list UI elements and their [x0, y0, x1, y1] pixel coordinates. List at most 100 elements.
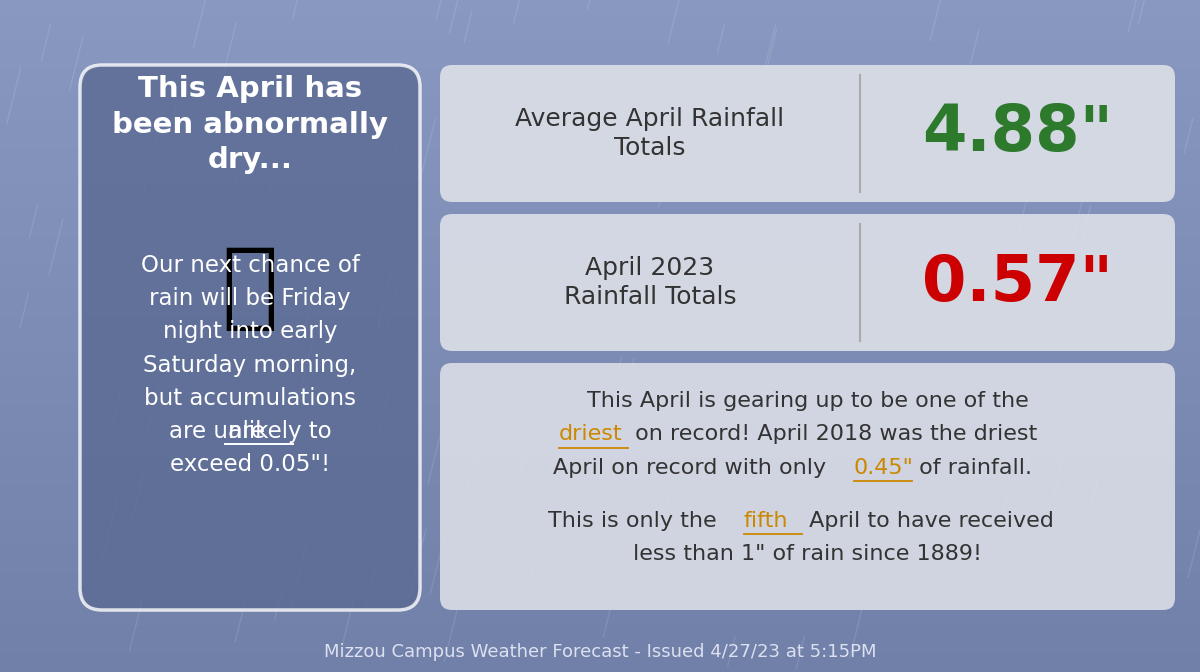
- Bar: [0, 148, 1200, 155]
- Bar: [0, 87, 1200, 94]
- Bar: [0, 423, 1200, 430]
- Text: are: are: [228, 420, 272, 443]
- Text: April on record with only: April on record with only: [553, 458, 834, 478]
- Bar: [0, 376, 1200, 383]
- Bar: [0, 255, 1200, 262]
- Bar: [0, 54, 1200, 60]
- Text: rain will be Friday: rain will be Friday: [149, 287, 350, 310]
- Text: exceed 0.05"!: exceed 0.05"!: [170, 454, 330, 476]
- Bar: [0, 497, 1200, 504]
- Text: 0.45": 0.45": [853, 458, 913, 478]
- Bar: [0, 544, 1200, 551]
- Bar: [0, 195, 1200, 202]
- Bar: [0, 302, 1200, 309]
- Bar: [0, 262, 1200, 269]
- Bar: [0, 235, 1200, 242]
- Bar: [0, 625, 1200, 632]
- Bar: [0, 356, 1200, 363]
- Bar: [0, 511, 1200, 517]
- Bar: [0, 108, 1200, 114]
- Bar: [0, 538, 1200, 544]
- Bar: [0, 114, 1200, 121]
- Bar: [0, 551, 1200, 558]
- FancyBboxPatch shape: [80, 65, 420, 610]
- Text: This is only the: This is only the: [547, 511, 724, 531]
- Text: April to have received: April to have received: [802, 511, 1054, 531]
- Bar: [0, 450, 1200, 457]
- Text: 4.88": 4.88": [922, 103, 1114, 165]
- Bar: [0, 188, 1200, 195]
- Bar: [0, 665, 1200, 672]
- Bar: [0, 228, 1200, 235]
- Text: Saturday morning,: Saturday morning,: [143, 353, 356, 377]
- Bar: [0, 410, 1200, 417]
- Text: This April has
been abnormally
dry...: This April has been abnormally dry...: [112, 75, 388, 175]
- Bar: [0, 155, 1200, 161]
- Bar: [0, 276, 1200, 282]
- Bar: [0, 329, 1200, 336]
- Bar: [0, 504, 1200, 511]
- Text: driest: driest: [559, 424, 623, 444]
- Text: less than 1" of rain since 1889!: less than 1" of rain since 1889!: [634, 544, 982, 564]
- Text: 🌂: 🌂: [222, 242, 278, 334]
- Bar: [0, 13, 1200, 20]
- Bar: [0, 134, 1200, 141]
- Bar: [0, 484, 1200, 491]
- Bar: [0, 161, 1200, 168]
- Bar: [0, 517, 1200, 524]
- Bar: [0, 396, 1200, 403]
- Bar: [0, 437, 1200, 444]
- Bar: [0, 638, 1200, 645]
- Bar: [0, 101, 1200, 108]
- Bar: [0, 208, 1200, 215]
- Bar: [0, 316, 1200, 323]
- Bar: [0, 242, 1200, 249]
- Bar: [0, 383, 1200, 390]
- Text: 0.57": 0.57": [922, 251, 1114, 314]
- Bar: [0, 524, 1200, 531]
- Bar: [0, 81, 1200, 87]
- Bar: [0, 363, 1200, 370]
- Text: April 2023
Rainfall Totals: April 2023 Rainfall Totals: [564, 255, 737, 309]
- FancyBboxPatch shape: [440, 65, 1175, 202]
- Bar: [0, 370, 1200, 376]
- Bar: [0, 578, 1200, 585]
- Bar: [0, 464, 1200, 470]
- Bar: [0, 652, 1200, 659]
- Text: fifth: fifth: [744, 511, 788, 531]
- Bar: [0, 0, 1200, 7]
- Bar: [0, 417, 1200, 423]
- Bar: [0, 47, 1200, 54]
- Bar: [0, 444, 1200, 450]
- Bar: [0, 60, 1200, 67]
- Bar: [0, 336, 1200, 343]
- Bar: [0, 598, 1200, 605]
- Bar: [0, 591, 1200, 598]
- Bar: [0, 349, 1200, 356]
- Bar: [0, 40, 1200, 47]
- Bar: [0, 175, 1200, 181]
- Bar: [0, 430, 1200, 437]
- Bar: [0, 323, 1200, 329]
- Bar: [0, 141, 1200, 148]
- Bar: [0, 618, 1200, 625]
- Bar: [0, 612, 1200, 618]
- Text: Average April Rainfall
Totals: Average April Rainfall Totals: [516, 107, 785, 161]
- Bar: [0, 27, 1200, 34]
- Bar: [0, 296, 1200, 302]
- Bar: [0, 269, 1200, 276]
- Bar: [0, 249, 1200, 255]
- Bar: [0, 470, 1200, 477]
- Bar: [0, 289, 1200, 296]
- Bar: [0, 585, 1200, 591]
- Bar: [0, 94, 1200, 101]
- Bar: [0, 128, 1200, 134]
- Bar: [0, 564, 1200, 571]
- Bar: [0, 67, 1200, 74]
- FancyBboxPatch shape: [440, 214, 1175, 351]
- Text: This April is gearing up to be one of the: This April is gearing up to be one of th…: [587, 391, 1028, 411]
- Bar: [0, 558, 1200, 564]
- Text: Our next chance of: Our next chance of: [140, 254, 360, 277]
- Bar: [0, 457, 1200, 464]
- Bar: [0, 121, 1200, 128]
